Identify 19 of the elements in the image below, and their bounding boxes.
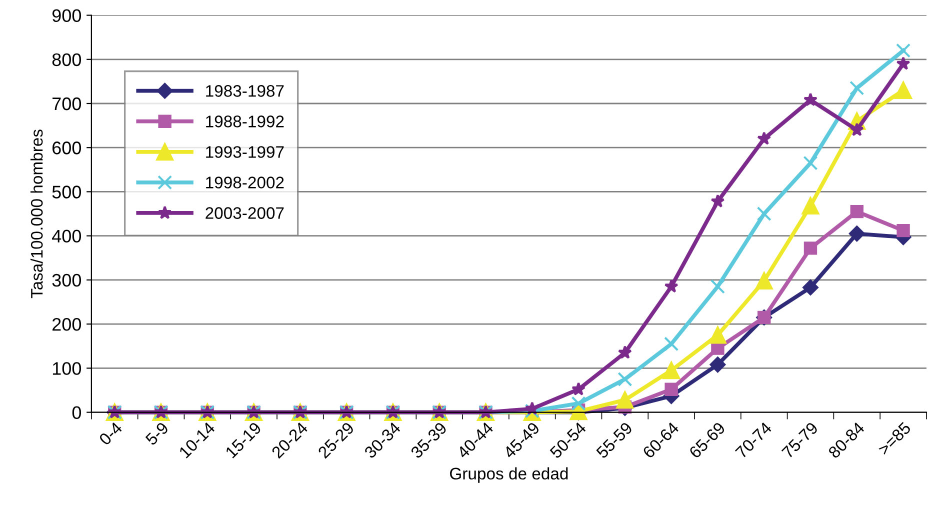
legend-label: 1983-1987 (206, 85, 284, 97)
y-tick-label: 800 (52, 53, 82, 66)
y-tick-label: 300 (52, 274, 82, 287)
y-tick-label: 600 (52, 142, 82, 154)
y-tick-label: 400 (52, 230, 82, 243)
legend-label: 1993-1997 (206, 146, 284, 158)
y-tick-label: 100 (52, 362, 82, 375)
y-tick-label: 200 (52, 318, 82, 331)
y-axis-title: Tasa/100.000 hombres (30, 130, 43, 298)
y-tick-label: 500 (52, 186, 82, 198)
legend-label: 1998-2002 (206, 176, 284, 188)
y-tick-label: 700 (52, 97, 82, 110)
x-tick-label: 5-9 (144, 421, 170, 446)
x-axis-title: Grupos de edad (450, 467, 568, 483)
y-tick-label: 900 (52, 9, 82, 22)
legend-label: 1988-1992 (206, 116, 284, 128)
y-tick-label: 0 (72, 406, 82, 420)
x-tick-label: 0-4 (98, 421, 123, 446)
legend-label: 2003-2007 (206, 207, 284, 219)
